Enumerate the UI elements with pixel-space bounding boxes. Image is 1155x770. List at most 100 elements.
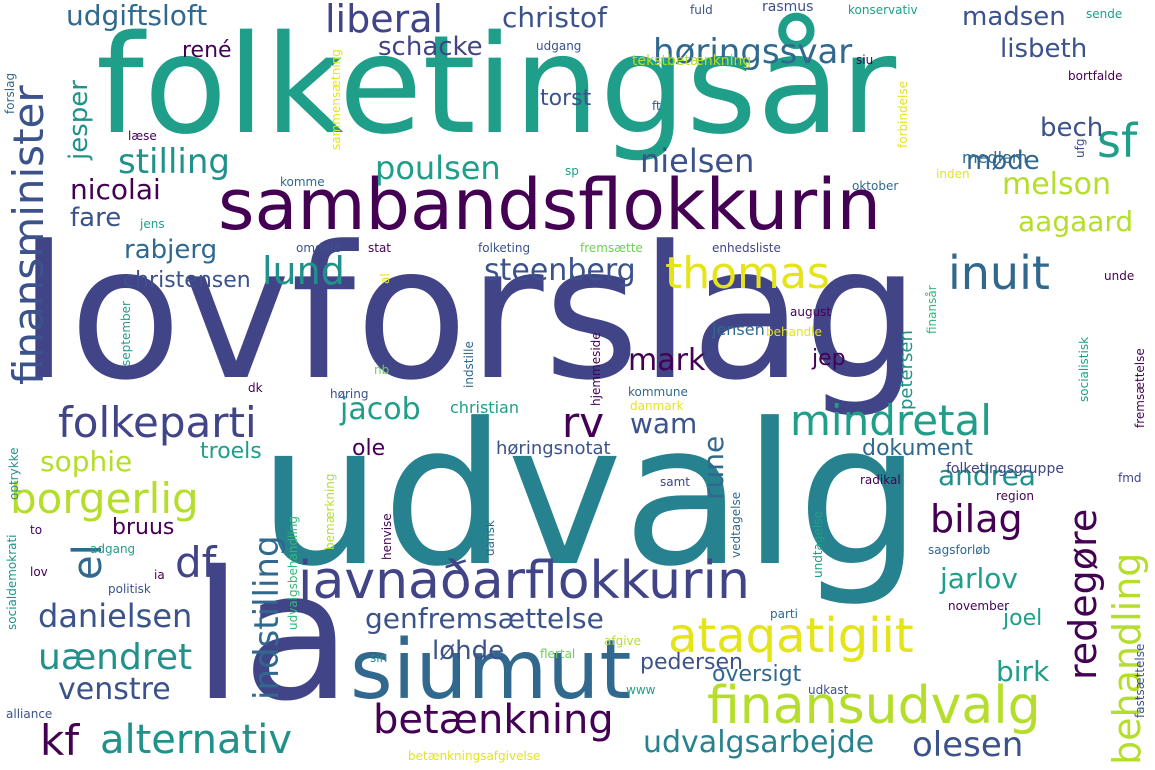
word-jesper: jesper — [64, 80, 94, 160]
word-oktober: oktober — [852, 179, 899, 193]
word-ataqatigiit: ataqatigiit — [668, 608, 914, 664]
word-hoering: høring — [330, 387, 369, 401]
word-thomas: thomas — [665, 248, 830, 299]
word-adgang: adgang — [90, 542, 136, 556]
word-pedersen: pedersen — [640, 650, 743, 675]
word-rv: rv — [562, 398, 605, 447]
word-melson: melson — [1002, 167, 1112, 202]
word-laese: læse — [128, 129, 157, 143]
word-christensen: christensen — [123, 268, 251, 293]
word-lov: lov — [30, 565, 48, 579]
word-rasmus: rasmus — [762, 0, 814, 15]
word-ufg: ufg — [1073, 138, 1087, 158]
word-radikal: radikal — [860, 473, 901, 487]
word-fuld: fuld — [690, 3, 713, 17]
word-henvise: henvise — [380, 513, 394, 560]
word-nb: nb — [374, 363, 390, 377]
word-siumut: siumut — [350, 623, 632, 718]
word-udvalg: udvalg — [258, 382, 922, 610]
word-betaenkningsafgivelse: betænkningsafgivelse — [408, 749, 541, 763]
word-jacob: jacob — [340, 392, 421, 427]
word-www: www — [626, 683, 656, 697]
word-rene: rené — [182, 38, 232, 63]
word-uaendret: uændret — [38, 637, 193, 678]
word-stilling: stilling — [118, 142, 230, 182]
word-medlem: medlem — [962, 148, 1028, 167]
word-joel: joel — [1003, 606, 1043, 631]
word-christian: christian — [450, 398, 519, 417]
word-betaenkning: betænkning — [373, 697, 614, 743]
word-fmd: fmd — [1118, 471, 1142, 485]
word-samt: samt — [660, 475, 690, 489]
word-sin: sin — [370, 651, 388, 665]
word-madsen: madsen — [962, 2, 1066, 32]
word-sf: sf — [1097, 114, 1138, 168]
word-stat: stat — [368, 241, 392, 255]
word-torst: torst — [540, 86, 592, 111]
word-forbindelse: forbindelse — [896, 80, 910, 148]
word-bemaerkning: bemærkning — [323, 473, 337, 550]
word-to: to — [30, 523, 43, 537]
word-bilag: bilag — [930, 497, 1023, 541]
word-unde: unde — [1104, 269, 1135, 283]
word-aagaard: aagaard — [1018, 205, 1134, 238]
word-optrykke: optrykke — [7, 447, 21, 500]
word-kommune: kommune — [628, 385, 688, 399]
word-folketingsaar: folketingsår — [96, 7, 897, 165]
word-jens: jens — [140, 217, 165, 231]
word-sammensaetning: sammensætning — [329, 49, 343, 150]
word-socialistisk: socialistisk — [1077, 336, 1091, 402]
word-udvalgsbehandling: udvalgsbehandling — [286, 516, 300, 630]
word-undtagelse: undtagelse — [811, 511, 825, 578]
word-udkast: udkast — [808, 683, 849, 697]
word-loehde: løhde — [432, 636, 505, 666]
word-fastsaettelse: fastsættelse — [1133, 643, 1147, 718]
word-enhedsliste: enhedsliste — [712, 241, 781, 255]
word-rune: rune — [697, 435, 730, 500]
word-moede: møde — [966, 146, 1040, 176]
word-sende: sende — [1086, 7, 1123, 21]
word-lund: lund — [262, 249, 345, 293]
word-indstille: indstille — [462, 341, 476, 388]
word-sophie: sophie — [40, 445, 133, 478]
word-hjemmeside: hjemmeside — [589, 332, 603, 406]
word-parti: parti — [770, 607, 798, 621]
word-lovforslag: lovforslag — [18, 207, 921, 421]
word-alternativ: alternativ — [100, 717, 292, 763]
word-christof: christof — [502, 1, 607, 34]
word-bortfalde: bortfalde — [1068, 69, 1123, 83]
word-komme: komme — [280, 175, 325, 189]
word-inuit: inuit — [948, 246, 1050, 300]
word-birk: birk — [996, 655, 1050, 688]
word-forslag: forslag — [3, 72, 17, 114]
word-la: la — [193, 533, 352, 740]
word-finansaar: finansår — [925, 285, 939, 334]
word-mindretal: mindretal — [790, 396, 992, 445]
word-jep: jep — [812, 346, 846, 371]
word-sp: sp — [565, 164, 579, 178]
word-hoeringsnotat: høringsnotat — [496, 438, 611, 459]
word-politisk: politisk — [108, 582, 151, 596]
word-olesen: olesen — [912, 725, 1024, 765]
word-ole: ole — [352, 436, 386, 461]
word-konservativ: konservativ — [848, 3, 918, 17]
word-flertal: flertal — [540, 647, 576, 661]
word-folketing: folketing — [478, 241, 531, 255]
word-ia: ia — [154, 568, 165, 582]
word-august: august — [790, 305, 832, 319]
word-rabjerg: rabjerg — [124, 235, 218, 265]
word-alliance: alliance — [6, 707, 53, 721]
word-udgiftsloft: udgiftsloft — [66, 0, 208, 32]
word-fremsaette: fremsætte — [580, 241, 643, 255]
word-indstilling: indstilling — [247, 535, 287, 700]
word-dansk: dansk — [483, 520, 497, 556]
word-mark: mark — [628, 343, 706, 378]
word-dokument: dokument — [862, 436, 973, 461]
word-jarlov: jarlov — [940, 562, 1018, 595]
word-kf: kf — [40, 716, 80, 765]
word-troels: troels — [200, 439, 262, 464]
word-sagsforloeb: sagsforløb — [928, 543, 991, 557]
word-poulsen: poulsen — [375, 149, 501, 187]
word-folketingsgruppe: folketingsgruppe — [946, 461, 1064, 477]
word-schacke: schacke — [378, 32, 483, 62]
